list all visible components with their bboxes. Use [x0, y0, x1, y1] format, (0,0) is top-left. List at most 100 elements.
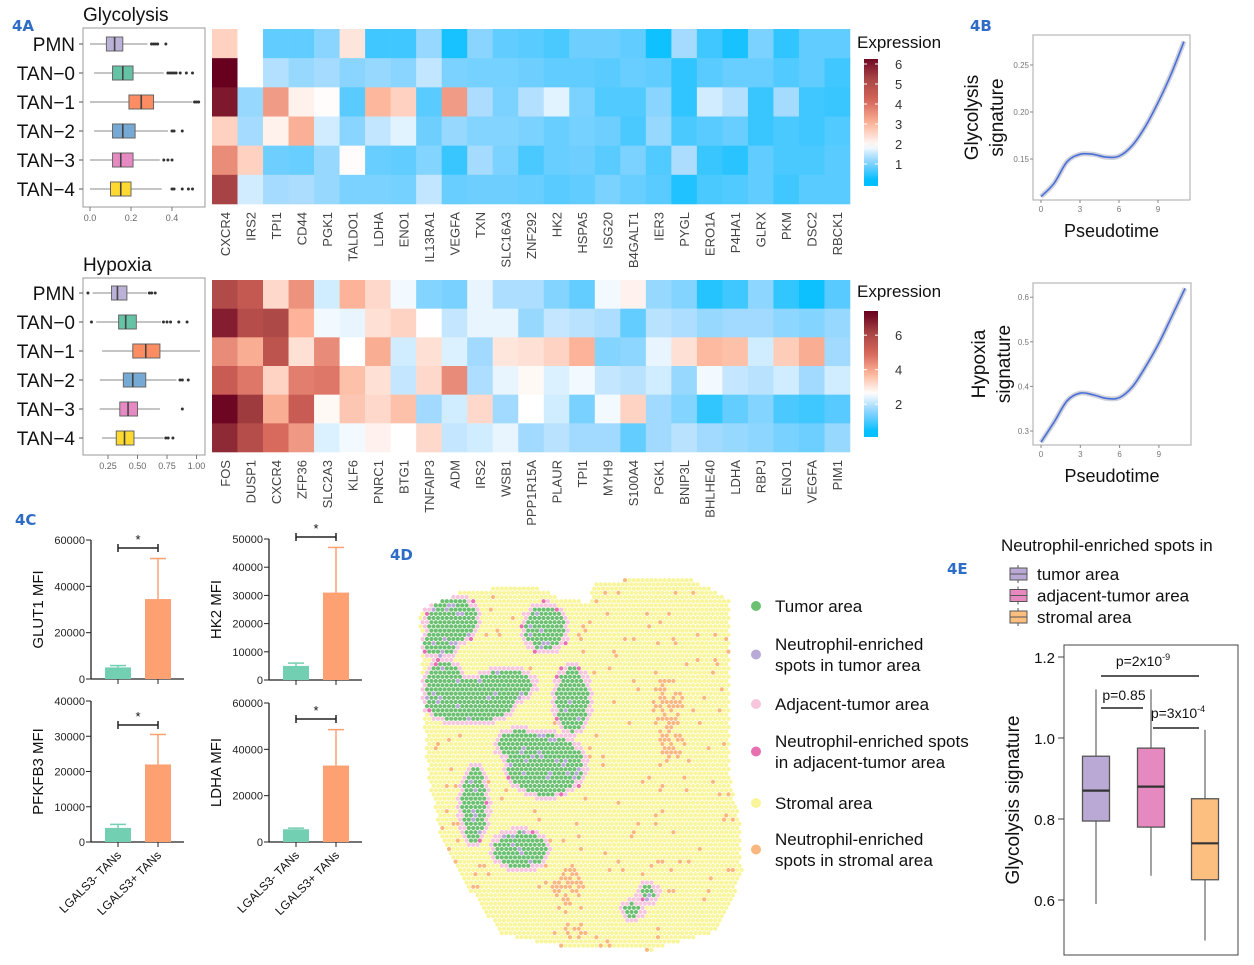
spot-stromal	[664, 691, 669, 696]
spot-stromal	[647, 825, 652, 831]
spot-stromal	[418, 615, 423, 621]
spot-adjacent-tumor	[574, 746, 579, 751]
spot-stromal	[594, 767, 599, 772]
heatmap-cell	[747, 308, 774, 338]
spot-stromal	[598, 834, 603, 839]
spot-stromal	[649, 779, 654, 784]
spot-tumor	[570, 779, 575, 784]
spot-stromal	[664, 590, 669, 595]
spot-tumor	[526, 779, 531, 784]
spot-stromal	[431, 733, 436, 738]
spot-stromal	[702, 611, 707, 616]
spot-stromal	[647, 708, 652, 713]
spot-stromal	[444, 725, 449, 730]
spot-adjacent-tumor	[488, 809, 493, 814]
spot-stromal	[614, 695, 619, 700]
spot-tumor	[563, 783, 568, 789]
spot-neutrophil-tumor	[455, 611, 460, 616]
spot-adjacent-tumor	[475, 607, 480, 612]
spot-stromal	[644, 771, 650, 776]
spot-stromal	[519, 590, 524, 595]
spot-neutrophil-stromal	[669, 741, 674, 747]
spot-stromal	[715, 712, 720, 717]
spot-stromal	[629, 666, 634, 671]
x-tick-label: 0.2	[125, 213, 138, 223]
spot-stromal	[499, 594, 504, 600]
spot-stromal	[614, 804, 619, 810]
spot-tumor	[435, 615, 441, 621]
spot-stromal	[688, 754, 694, 759]
spot-stromal	[627, 594, 632, 600]
spot-stromal	[669, 666, 674, 671]
spot-stromal	[506, 792, 511, 797]
spot-stromal	[719, 754, 724, 759]
spot-stromal	[600, 804, 606, 810]
spot-tumor	[471, 699, 476, 705]
spot-stromal	[614, 771, 619, 776]
spot-stromal	[594, 699, 599, 705]
spot-stromal	[466, 733, 471, 738]
spot-stromal	[704, 767, 709, 772]
spot-stromal	[574, 603, 579, 608]
spot-stromal	[620, 817, 625, 822]
spot-tumor	[468, 796, 474, 801]
spot-stromal	[585, 834, 590, 839]
spot-stromal	[704, 590, 709, 595]
spot-stromal	[587, 762, 592, 768]
spot-stromal	[658, 628, 663, 633]
spot-stromal	[620, 750, 625, 755]
spot-stromal	[677, 834, 683, 839]
spot-stromal	[576, 825, 581, 831]
spot-stromal	[697, 830, 702, 835]
heatmap-cell	[747, 29, 774, 59]
spot-stromal	[719, 620, 724, 625]
column-label: P4HA1	[728, 212, 743, 253]
heatmap-cell	[416, 308, 442, 338]
spot-adjacent-tumor	[477, 620, 482, 625]
spot-stromal	[699, 590, 705, 595]
spot-neutrophil-stromal	[662, 678, 667, 684]
spot-tumor	[427, 632, 432, 637]
spot-stromal	[686, 657, 691, 663]
spot-stromal	[662, 771, 667, 776]
spot-stromal	[510, 632, 515, 637]
spot-neutrophil-stromal	[658, 704, 663, 709]
heatmap-cell	[722, 423, 749, 453]
spot-stromal	[521, 712, 526, 717]
spot-stromal	[431, 775, 436, 780]
spot-stromal	[442, 813, 447, 818]
spot-stromal	[449, 825, 454, 831]
spot-stromal	[462, 733, 467, 738]
spot-stromal	[691, 809, 696, 814]
spot-stromal	[501, 725, 507, 730]
spot-stromal	[495, 762, 500, 768]
spot-neutrophil-stromal	[719, 687, 724, 692]
spot-tumor	[534, 628, 540, 633]
heatmap-cell	[212, 116, 238, 146]
spot-stromal	[598, 649, 603, 654]
spot-stromal	[433, 771, 438, 776]
heatmap-cell	[518, 308, 545, 338]
heatmap-cell	[365, 87, 391, 117]
heatmap-cell	[288, 394, 315, 424]
spot-tumor	[501, 699, 507, 705]
spot-stromal	[697, 645, 702, 650]
spot-stromal	[510, 649, 515, 654]
spot-stromal	[636, 762, 641, 768]
spot-stromal	[614, 838, 619, 843]
spot-stromal	[585, 825, 590, 831]
spot-stromal	[702, 838, 707, 843]
spot-stromal	[600, 746, 606, 751]
spot-stromal	[713, 691, 718, 696]
significance-star: *	[313, 521, 318, 536]
heatmap-cell	[569, 174, 596, 205]
spot-stromal	[515, 800, 520, 805]
spot-stromal	[631, 628, 636, 633]
spot-tumor	[482, 821, 487, 826]
spot-tumor	[537, 758, 542, 763]
spot-stromal	[631, 729, 636, 734]
spot-stromal	[477, 737, 482, 742]
spot-stromal	[578, 662, 584, 667]
spot-stromal	[603, 657, 608, 663]
bar	[283, 665, 309, 680]
